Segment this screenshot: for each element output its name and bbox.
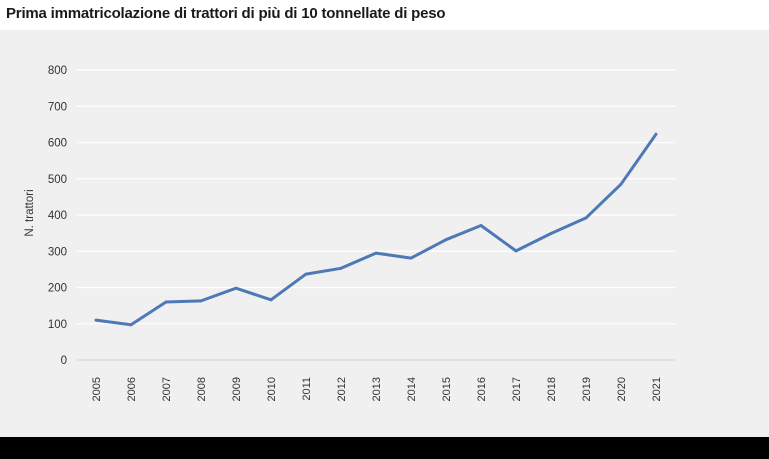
data-point-2006 — [129, 323, 133, 327]
x-tick-label: 2006 — [126, 377, 138, 401]
y-tick-label: 100 — [48, 319, 67, 331]
data-point-2016 — [479, 224, 483, 227]
data-point-2019 — [584, 216, 588, 220]
x-tick-label: 2012 — [336, 377, 348, 401]
data-point-2018 — [549, 232, 553, 235]
y-tick-label: 500 — [48, 174, 67, 186]
data-point-2014 — [409, 256, 413, 260]
data-point-2009 — [234, 286, 238, 290]
data-point-2021 — [654, 132, 658, 136]
y-tick-label: 800 — [48, 65, 67, 77]
y-tick-label: 200 — [48, 283, 67, 295]
data-point-2010 — [269, 298, 273, 302]
x-tick-label: 2008 — [196, 377, 208, 401]
y-tick-label: 600 — [48, 138, 67, 150]
x-tick-label: 2016 — [476, 377, 488, 401]
chart-panel: 0 100 200 300 400 500 600 700 800 2005 2006 2007 20… — [0, 30, 769, 437]
data-point-2012 — [339, 266, 343, 270]
x-tick-label: 2020 — [616, 377, 628, 401]
series-line — [94, 132, 658, 327]
x-tick-label: 2015 — [441, 377, 453, 401]
y-tick-label: 0 — [61, 355, 67, 367]
gridlines — [77, 69, 675, 361]
x-axis-ticks: 2005 2006 2007 2008 2009 2010 2011 2012 2013 2014… — [91, 377, 663, 401]
x-tick-label: 2007 — [161, 377, 173, 401]
data-point-2011 — [304, 272, 308, 276]
data-point-2020 — [619, 182, 623, 186]
footer-bar — [0, 437, 769, 459]
x-tick-label: 2017 — [511, 377, 523, 401]
data-point-2005 — [94, 318, 98, 322]
x-tick-label: 2010 — [266, 377, 278, 401]
data-point-2015 — [444, 238, 448, 242]
y-tick-label: 400 — [48, 210, 67, 222]
data-point-2017 — [514, 249, 518, 253]
data-point-2013 — [374, 251, 378, 255]
chart-title: Prima immatricolazione di trattori di pi… — [6, 5, 446, 22]
x-tick-label: 2014 — [406, 377, 418, 401]
x-tick-label: 2018 — [546, 377, 558, 401]
data-point-2008 — [199, 299, 203, 303]
x-tick-label: 2011 — [301, 377, 313, 401]
title-bar: Prima immatricolazione di trattori di pi… — [0, 0, 769, 30]
x-tick-label: 2021 — [651, 377, 663, 401]
y-axis-label: N. trattori — [24, 189, 36, 236]
x-tick-label: 2005 — [91, 377, 103, 401]
y-tick-label: 700 — [48, 101, 67, 113]
y-tick-label: 300 — [48, 246, 67, 258]
data-point-2007 — [164, 300, 168, 304]
x-tick-label: 2009 — [231, 377, 243, 401]
x-tick-label: 2019 — [581, 377, 593, 401]
x-tick-label: 2013 — [371, 377, 383, 401]
y-axis-ticks: 0 100 200 300 400 500 600 700 800 — [48, 65, 67, 367]
series-layer — [94, 132, 658, 327]
